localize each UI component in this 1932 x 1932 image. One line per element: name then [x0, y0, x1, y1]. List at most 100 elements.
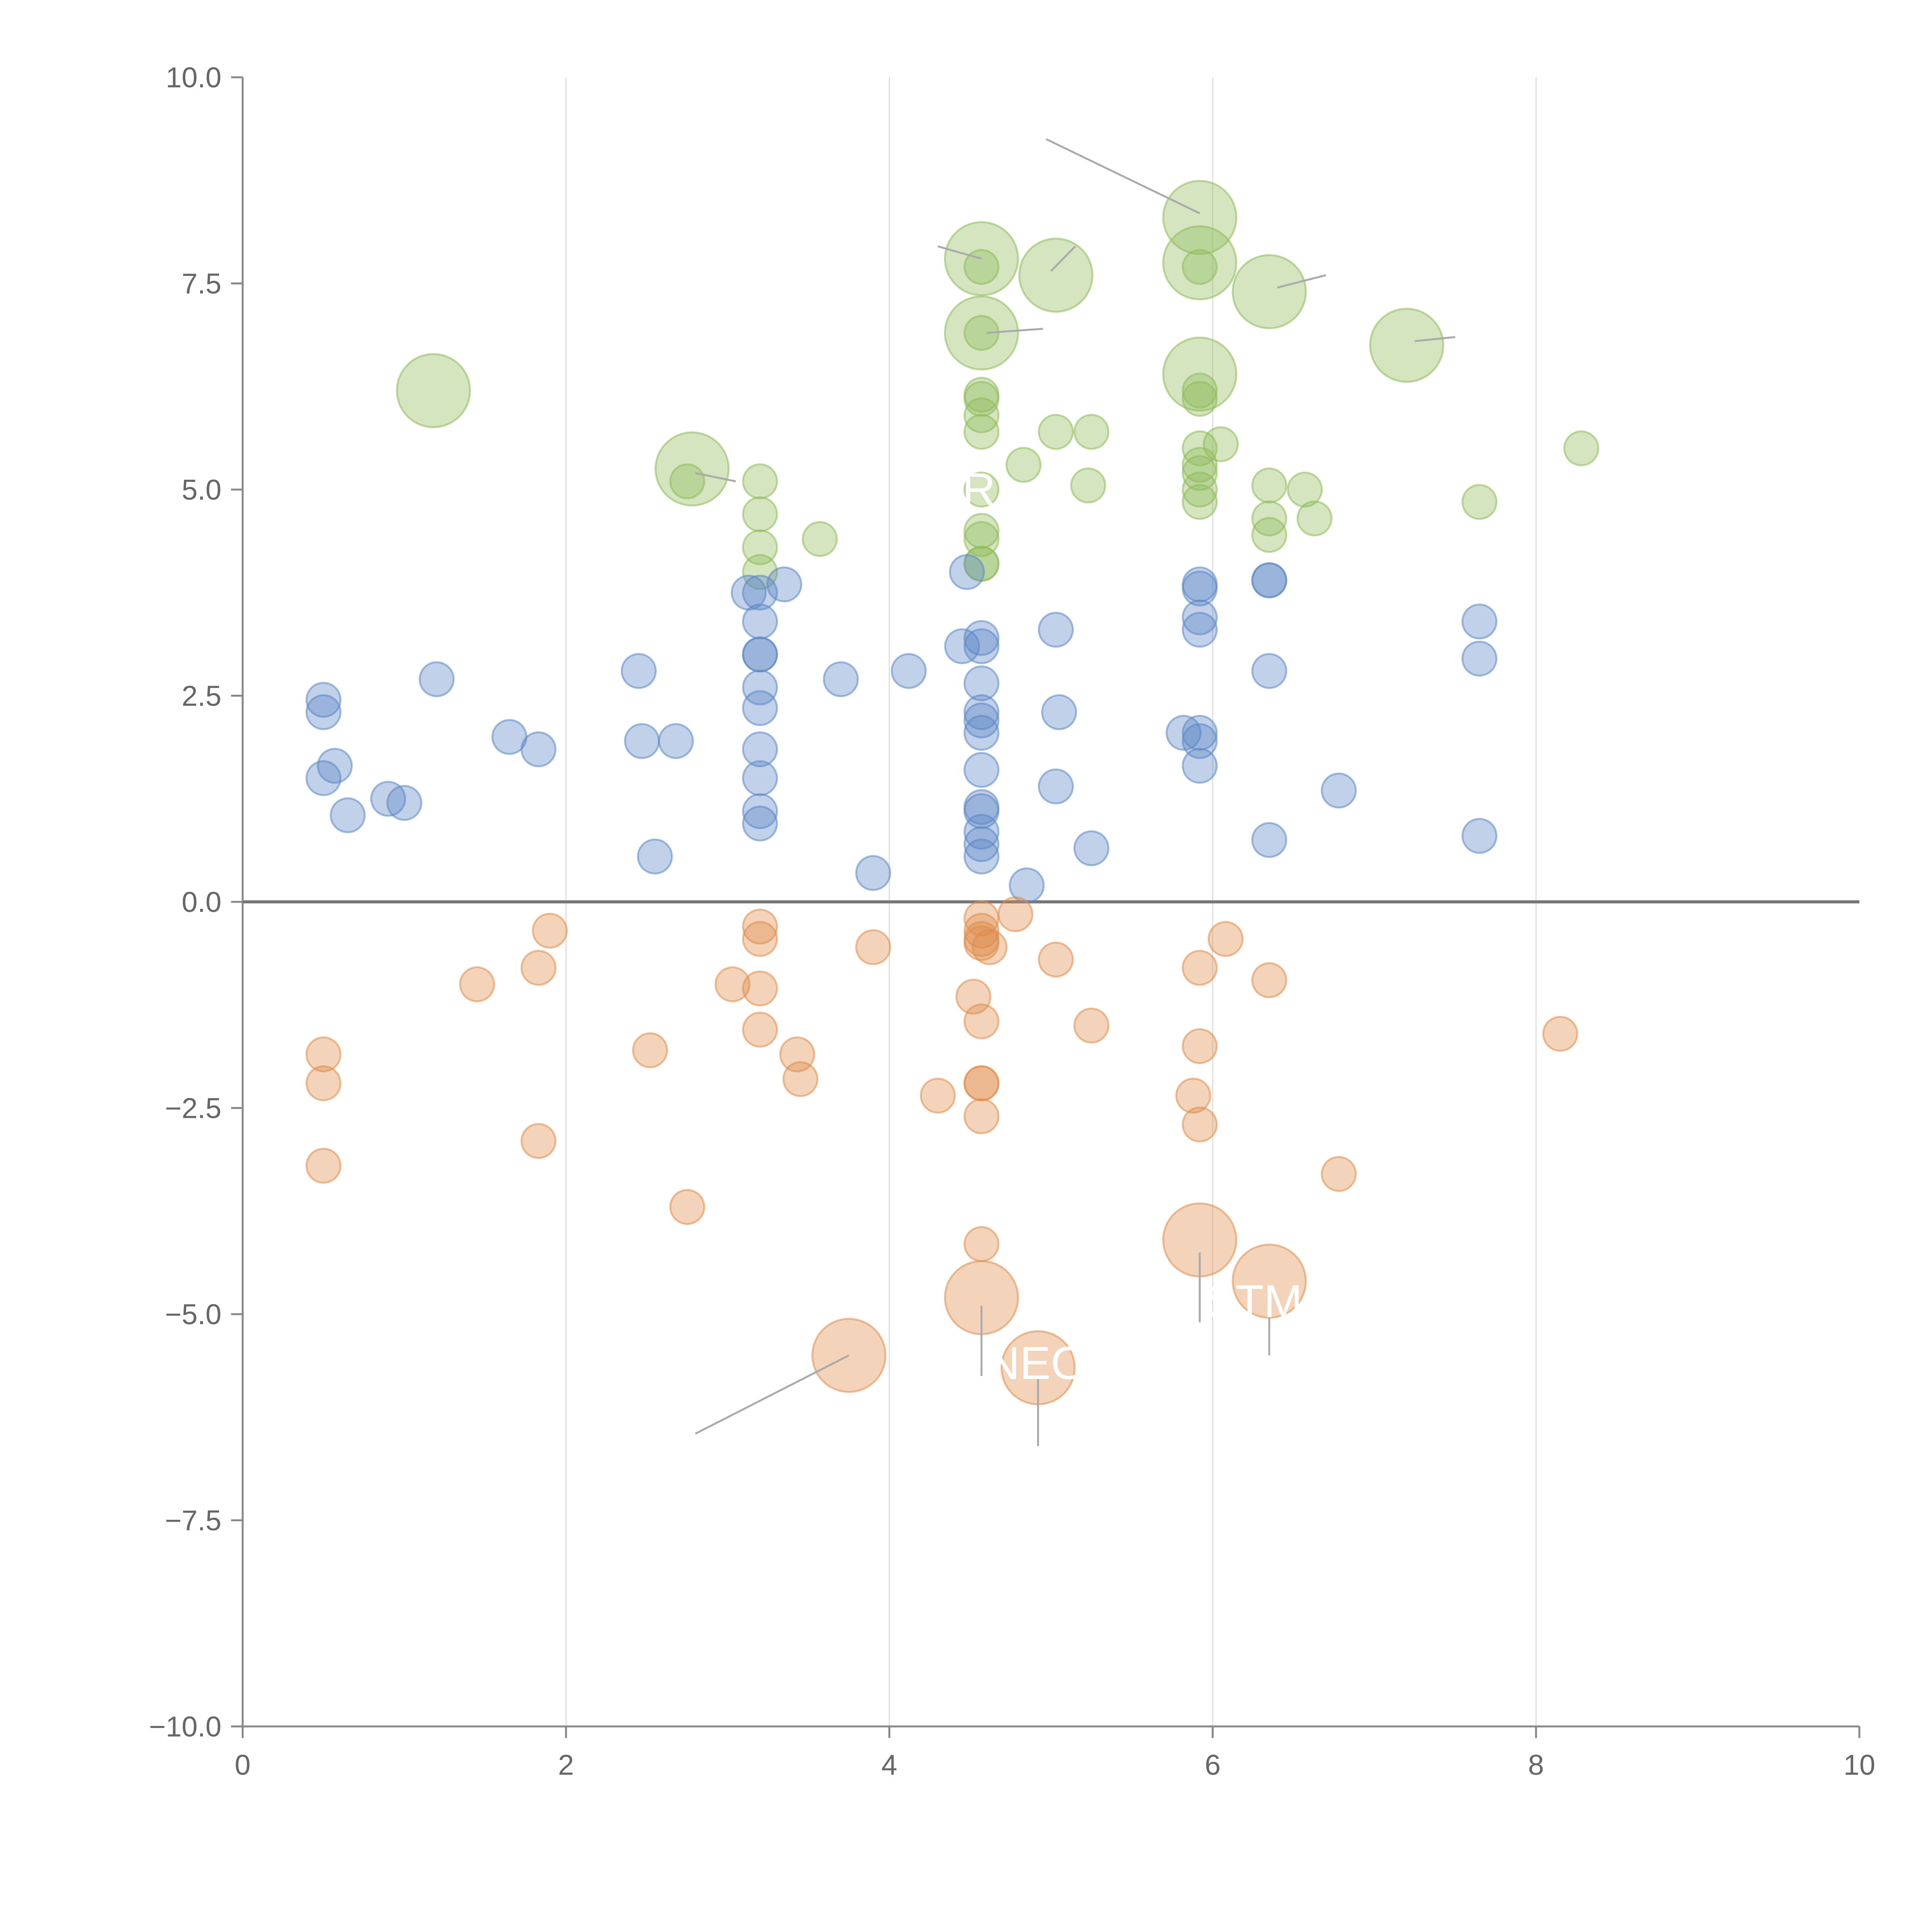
point-blue — [742, 575, 778, 611]
point-orange — [459, 966, 495, 1002]
y-tick-label: 7.5 — [182, 268, 221, 300]
point-orange — [1073, 1007, 1110, 1044]
point-green — [1162, 180, 1238, 255]
point-blue — [742, 805, 778, 842]
point-orange — [305, 1065, 342, 1101]
point-blue — [963, 620, 1000, 656]
annotation-leader-line — [986, 328, 1043, 334]
point-orange — [632, 1032, 668, 1068]
point-blue — [963, 838, 1000, 875]
point-blue — [330, 797, 366, 833]
point-blue — [823, 661, 859, 697]
point-orange — [1251, 962, 1287, 998]
point-orange — [520, 1123, 557, 1159]
point-green — [1251, 517, 1287, 553]
point-orange — [1182, 1106, 1218, 1143]
point-blue — [386, 785, 422, 821]
point-green — [1251, 467, 1287, 503]
point-orange — [1208, 921, 1244, 957]
annotation-label: B — [776, 463, 807, 515]
point-orange — [811, 1318, 887, 1393]
point-blue — [418, 661, 455, 697]
y-tick-label: −10.0 — [149, 1711, 221, 1743]
point-blue — [944, 628, 980, 664]
point-green — [802, 521, 838, 557]
axes: −10.0 −7.5 −5.0 −2.5 0.0 2.5 5.0 7.5 10.0 0 2 4 6 8 10 — [149, 61, 1875, 1781]
point-green — [1369, 308, 1444, 383]
point-green — [1182, 471, 1218, 508]
point-green — [742, 463, 778, 500]
point-green — [1202, 426, 1239, 463]
annotation-leader-line — [937, 245, 982, 260]
point-green — [1563, 430, 1599, 466]
point-orange — [963, 1065, 1000, 1101]
annotation-label: STM — [1204, 1276, 1302, 1327]
point-green — [1231, 254, 1307, 329]
point-blue — [637, 838, 673, 875]
point-blue — [1182, 715, 1218, 751]
point-blue — [1038, 768, 1074, 804]
point-orange — [742, 908, 778, 945]
point-blue — [624, 723, 660, 759]
point-blue — [1461, 603, 1498, 639]
point-orange — [742, 921, 778, 957]
point-blue — [963, 665, 1000, 701]
point-blue — [1182, 748, 1218, 784]
y-tick-label: −2.5 — [165, 1092, 221, 1124]
point-blue — [305, 682, 342, 718]
point-blue — [963, 702, 1000, 739]
point-orange — [532, 913, 568, 949]
point-orange — [920, 1077, 956, 1114]
point-green — [1182, 484, 1218, 520]
point-blue — [766, 566, 803, 602]
point-green — [1018, 238, 1094, 313]
annotation-leader-line — [1046, 138, 1201, 214]
point-blue — [855, 855, 891, 891]
point-blue — [1251, 562, 1287, 599]
point-green — [742, 529, 778, 565]
point-orange — [971, 929, 1008, 965]
point-orange — [1542, 1015, 1578, 1052]
point-orange — [742, 970, 778, 1007]
data-points — [305, 180, 1599, 1405]
x-tick-label: 10 — [1844, 1749, 1875, 1781]
point-blue — [963, 628, 1000, 664]
point-green — [1005, 447, 1042, 483]
point-blue — [742, 690, 778, 726]
annotations: B R NEO STM — [776, 463, 1303, 1389]
point-blue — [1461, 640, 1498, 677]
point-green — [1182, 372, 1218, 409]
point-blue — [305, 760, 342, 796]
point-blue — [520, 731, 557, 767]
point-orange — [669, 1189, 706, 1225]
point-blue — [658, 723, 694, 759]
point-blue — [742, 793, 778, 829]
point-blue — [1073, 830, 1110, 866]
point-blue — [305, 694, 342, 730]
point-blue — [963, 814, 1000, 850]
point-green — [396, 353, 471, 429]
point-blue — [1321, 772, 1357, 809]
x-tick-label: 4 — [881, 1749, 897, 1781]
point-blue — [742, 669, 778, 706]
point-orange — [997, 896, 1034, 932]
point-blue — [1182, 599, 1218, 636]
point-green — [742, 496, 778, 532]
point-orange — [963, 913, 1000, 949]
point-blue — [742, 731, 778, 767]
point-green — [1073, 414, 1110, 450]
point-orange — [1038, 941, 1074, 978]
annotation-leader-line — [1415, 336, 1456, 342]
point-blue — [742, 603, 778, 639]
point-blue — [963, 826, 1000, 862]
point-blue — [963, 715, 1000, 751]
point-green — [963, 249, 1000, 285]
annotation-leader-line — [695, 1354, 850, 1435]
point-green — [944, 295, 1019, 371]
y-tick-label: 5.0 — [182, 474, 221, 506]
point-green — [1038, 414, 1074, 450]
point-orange — [963, 1226, 1000, 1262]
point-blue — [1182, 612, 1218, 648]
point-blue — [742, 760, 778, 796]
point-orange — [305, 1036, 342, 1073]
